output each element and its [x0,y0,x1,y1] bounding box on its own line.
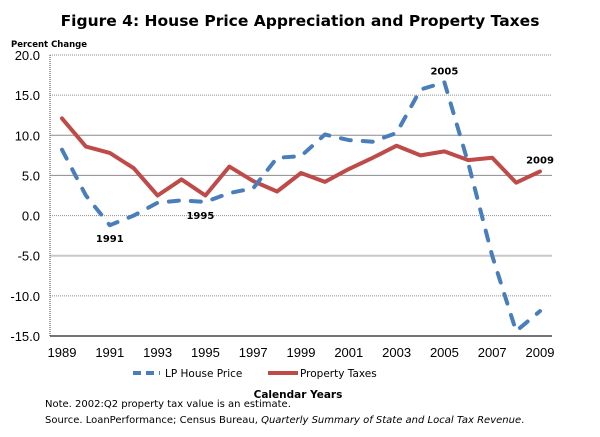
x-tick-label: 2009 [526,345,555,360]
series-line-lp-house-price [60,80,542,334]
x-tick-label: 2003 [382,345,411,360]
annotations: 1991 1995 2005 2009 [96,66,554,245]
y-axis-label: Percent Change [11,40,87,50]
x-tick-label: 1995 [191,345,220,360]
annotation-label: 1995 [186,211,214,222]
legend-label-property-taxes: Property Taxes [300,368,377,380]
series-line-property-taxes [60,116,542,198]
source-title: Quarterly Summary of State and Local Tax… [261,415,522,426]
x-tick-label: 1993 [143,345,172,360]
x-tick-label: 1997 [239,345,268,360]
note-text: Note. 2002:Q2 property tax value is an e… [45,399,291,410]
y-tick-label: -10.0 [10,289,40,304]
chart-title: Figure 4: House Price Appreciation and P… [61,12,540,30]
annotation-label: 2009 [526,155,554,166]
x-tick-label: 1991 [95,345,124,360]
y-tick-label: 0.0 [22,209,40,224]
legend: LP House Price Property Taxes [133,368,377,380]
x-axis-label: Calendar Years [254,389,343,401]
annotation-label: 2005 [430,66,458,77]
y-tick-label: -15.0 [10,329,40,344]
x-tick-label: 1989 [48,345,77,360]
x-tick-label: 2007 [478,345,507,360]
y-tick-label: -5.0 [18,249,40,264]
source-text: Source. LoanPerformance; Census Bureau, … [45,415,524,426]
source-suffix: . [521,415,525,426]
x-tick-label: 2005 [430,345,459,360]
y-tick-label: 5.0 [22,168,40,183]
y-tick-label: 20.0 [15,48,40,63]
x-tick-label: 1999 [287,345,316,360]
y-tick-labels: 20.0 15.0 10.0 5.0 0.0 -5.0 -10.0 -15.0 [10,48,40,344]
series-group [60,80,542,334]
y-tick-label: 10.0 [15,128,40,143]
source-prefix: Source. LoanPerformance; Census Bureau, [45,415,262,426]
y-tick-label: 15.0 [15,88,40,103]
annotation-label: 1991 [96,234,124,245]
legend-label-lp-house-price: LP House Price [165,368,242,380]
x-tick-labels: 1989 1991 1993 1995 1997 1999 2001 2003 2005 2007… [48,345,555,360]
x-tick-label: 2001 [334,345,363,360]
